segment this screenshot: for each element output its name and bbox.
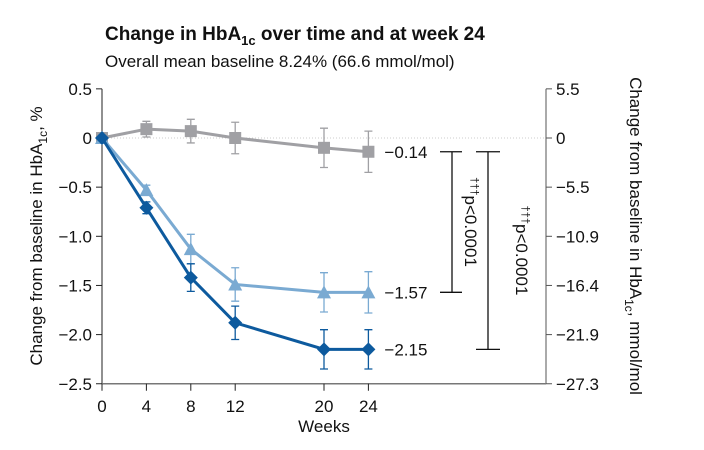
square-marker bbox=[229, 132, 242, 144]
diamond-marker bbox=[317, 342, 331, 357]
p-value-annotation: †††p<0.0001 bbox=[461, 177, 480, 267]
chart-subtitle: Overall mean baseline 8.24% (66.6 mmol/m… bbox=[105, 52, 455, 71]
diamond-marker bbox=[139, 200, 154, 215]
x-tick-label: 12 bbox=[226, 397, 245, 416]
significance-bracket: †††p<0.0001 bbox=[440, 151, 480, 293]
y-tick-label: −1.0 bbox=[58, 227, 92, 246]
y2-tick-label: −10.9 bbox=[556, 227, 599, 246]
y-tick-label: −2.0 bbox=[58, 326, 92, 345]
series-line bbox=[101, 127, 369, 154]
x-axis-label: Weeks bbox=[298, 417, 350, 436]
p-value-label: p<0.0001 bbox=[512, 224, 531, 295]
triangle-marker bbox=[139, 183, 154, 197]
y-tick-label: 0 bbox=[83, 129, 92, 148]
square-marker bbox=[140, 123, 153, 136]
end-value-label: −0.14 bbox=[384, 143, 427, 162]
p-value-label: p<0.0001 bbox=[461, 196, 480, 267]
diamond-marker bbox=[361, 342, 376, 357]
diamond-marker bbox=[95, 131, 109, 145]
y-tick-label: −1.5 bbox=[58, 276, 92, 295]
x-tick-label: 8 bbox=[186, 397, 195, 416]
y-tick-label: −0.5 bbox=[58, 178, 92, 197]
diamond-marker bbox=[228, 315, 243, 330]
series-triangle: −1.57 bbox=[95, 131, 427, 314]
x-tick-label: 20 bbox=[315, 397, 334, 416]
x-tick-label: 0 bbox=[97, 397, 106, 416]
triangle-marker bbox=[317, 285, 331, 299]
end-value-label: −2.15 bbox=[384, 340, 427, 359]
x-tick-label: 24 bbox=[359, 397, 378, 416]
square-marker bbox=[318, 141, 330, 154]
p-value-annotation: †††p<0.0001 bbox=[512, 206, 531, 296]
triangle-marker bbox=[228, 277, 243, 291]
y2-tick-label: 5.5 bbox=[556, 80, 580, 99]
dagger-marks: ††† bbox=[468, 177, 480, 195]
y2-tick-label: −27.3 bbox=[556, 375, 599, 394]
y-tick-label: 0.5 bbox=[68, 80, 92, 99]
chart-title: Change in HbA1c over time and at week 24 bbox=[105, 24, 485, 48]
square-marker bbox=[362, 145, 375, 158]
x-tick-label: 4 bbox=[142, 397, 151, 416]
dagger-marks: ††† bbox=[519, 206, 531, 224]
series-line bbox=[100, 137, 369, 294]
square-marker bbox=[184, 125, 197, 138]
triangle-marker bbox=[183, 242, 198, 256]
significance-bracket: †††p<0.0001 bbox=[476, 151, 531, 350]
triangle-marker bbox=[361, 285, 376, 299]
bracket-line bbox=[476, 151, 500, 350]
bracket-line bbox=[440, 151, 462, 293]
y-tick-label: −2.5 bbox=[58, 375, 92, 394]
y-axis-label: Change from baseline in HbA1c, % bbox=[27, 106, 50, 365]
series-line bbox=[100, 137, 369, 351]
y2-tick-label: 0 bbox=[556, 129, 565, 148]
series-diamond: −2.15 bbox=[95, 131, 427, 370]
y2-axis-label: Change from baseline in HbA1c, mmol/mol bbox=[622, 77, 645, 395]
end-value-label: −1.57 bbox=[384, 283, 427, 302]
diamond-marker bbox=[183, 270, 198, 285]
series-square: −0.14 bbox=[96, 118, 427, 174]
y2-tick-label: −21.9 bbox=[556, 326, 599, 345]
y2-tick-label: −16.4 bbox=[556, 276, 599, 295]
y2-tick-label: −5.5 bbox=[556, 178, 590, 197]
